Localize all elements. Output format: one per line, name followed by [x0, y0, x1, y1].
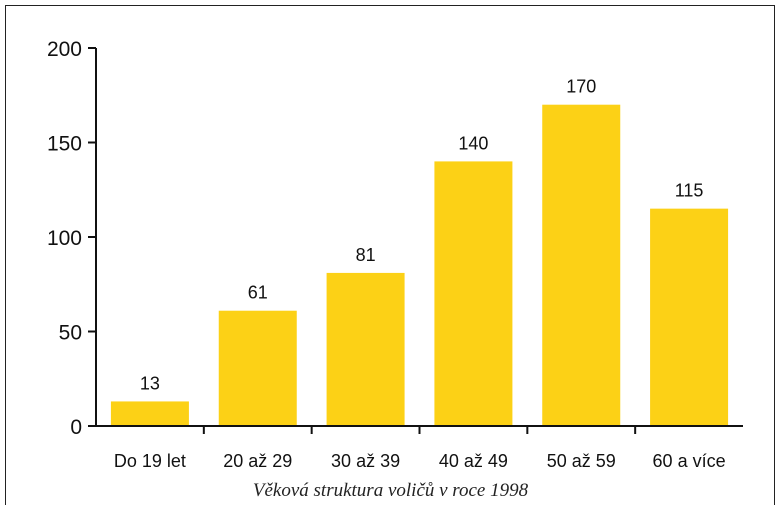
- y-tick-label-2: 50: [59, 322, 82, 345]
- chart-caption: Věková struktura voličů v roce 1998: [252, 480, 529, 501]
- y-tick-label-5: 200: [47, 38, 82, 61]
- bar-6: [650, 208, 729, 426]
- data-label-3: 81: [356, 245, 376, 265]
- bar-2: [218, 310, 297, 426]
- bar-5: [542, 104, 621, 426]
- bar-3: [326, 272, 405, 426]
- x-tick-label-4: 40 až 49: [439, 451, 508, 471]
- bars-group: [110, 104, 729, 426]
- y-tick-label-3: 100: [47, 227, 82, 250]
- x-tick-label-6: 60 a více: [653, 451, 726, 471]
- bar-1: [110, 401, 189, 426]
- bar-4: [434, 161, 513, 426]
- x-tick-label-2: 20 až 29: [223, 451, 292, 471]
- x-tick-label-5: 50 až 59: [547, 451, 616, 471]
- y-tick-label-4: 150: [47, 133, 82, 156]
- data-label-6: 115: [675, 181, 704, 201]
- y-tick-label-1: 0: [70, 416, 82, 439]
- data-label-4: 140: [458, 133, 488, 153]
- data-label-5: 170: [566, 77, 596, 97]
- x-tick-label-1: Do 19 let: [114, 451, 186, 471]
- data-label-1: 13: [140, 373, 160, 393]
- axes-group: [88, 47, 743, 434]
- data-label-2: 61: [248, 283, 268, 303]
- labels-group: 13 Do 19 let 61 20 až 29 81 30 až 39 140 40 až …: [47, 38, 726, 471]
- x-tick-label-3: 30 až 39: [331, 451, 400, 471]
